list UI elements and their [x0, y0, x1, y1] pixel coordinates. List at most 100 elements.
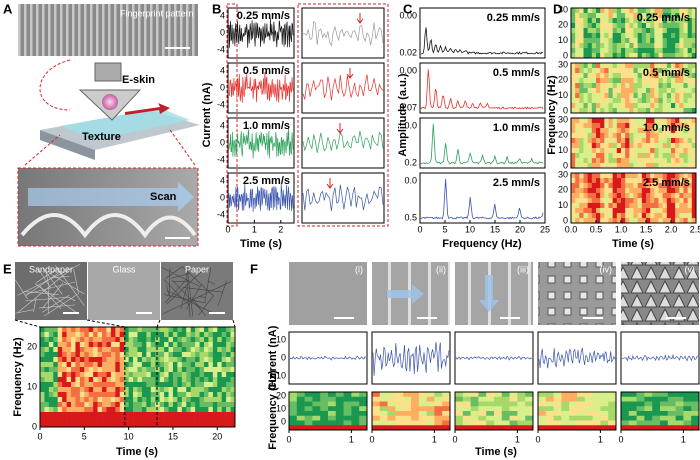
heat-cell [612, 43, 618, 49]
heat-cell [177, 337, 183, 343]
heat-cell [612, 188, 618, 194]
heat-cell [646, 68, 651, 74]
heat-cell [662, 98, 668, 104]
heat-cell [691, 153, 697, 159]
axes-frame [537, 391, 617, 431]
heat-cell [625, 38, 630, 44]
heat-cell [683, 23, 688, 29]
y-tick-label: -4 [217, 154, 225, 164]
heat-cell [226, 387, 231, 393]
heat-cell [591, 13, 597, 19]
heat-cell [621, 83, 626, 89]
heat-cell [666, 63, 672, 69]
signal [302, 20, 384, 47]
heat-cell [146, 327, 152, 333]
heat-cell [596, 73, 601, 79]
heat-cell [571, 98, 576, 104]
heat-cell [577, 420, 586, 426]
heat-cell [304, 420, 313, 426]
heat-cell [600, 18, 605, 24]
heat-cell [44, 377, 50, 383]
heat-cell [186, 367, 191, 373]
heat-cell [181, 347, 187, 353]
heat-cell [426, 425, 435, 431]
heat-cell [226, 332, 231, 338]
heat-cell [621, 148, 626, 154]
heat-cell [625, 53, 630, 59]
heat-cell [679, 78, 684, 84]
heat-cell [133, 352, 138, 358]
heat-cell [600, 415, 609, 421]
heat-cell [159, 327, 165, 333]
heat-cell [62, 367, 67, 373]
heat-cell [335, 415, 344, 421]
heat-cell [575, 128, 580, 134]
heat-cell [600, 68, 605, 74]
heat-cell [616, 153, 622, 159]
heat-cell [66, 347, 72, 353]
heat-cell [641, 43, 647, 49]
heat-cell [155, 392, 160, 398]
heat-cell [48, 327, 54, 333]
heat-cell [625, 208, 630, 214]
heat-cell [587, 73, 593, 79]
heat-cell [53, 372, 59, 378]
heat-cell [455, 415, 464, 421]
heat-cell [608, 411, 617, 417]
heat-cell [658, 133, 663, 139]
heat-cell [621, 173, 626, 179]
heat-cell [343, 411, 352, 417]
heat-cell [683, 118, 688, 124]
heat-cell [587, 218, 593, 224]
image-label: (ii) [436, 264, 446, 274]
heat-cell [119, 407, 125, 413]
heat-cell [561, 401, 570, 407]
heat-cell [66, 342, 72, 348]
heat-cell [226, 377, 231, 383]
heat-cell [312, 420, 321, 426]
heat-cell [115, 347, 121, 353]
heat-cell [591, 138, 597, 144]
heat-cell [155, 352, 160, 358]
heat-cell [591, 98, 597, 104]
heat-cell [636, 401, 645, 407]
heat-cell [621, 153, 626, 159]
heat-cell [666, 133, 672, 139]
heat-cell [591, 8, 597, 14]
heat-cell [612, 78, 618, 84]
y-tick-label: 0.0 [404, 175, 417, 185]
heat-cell [119, 412, 125, 418]
heat-cell [168, 407, 174, 413]
heat-cell [462, 425, 471, 431]
heat-cell [538, 406, 547, 412]
heat-cell [691, 28, 697, 34]
heat-cell [637, 138, 643, 144]
texture-detail [161, 267, 200, 287]
speed-label: 1.0 mm/s [643, 122, 690, 134]
heat-cell [212, 397, 218, 403]
heat-cell [110, 417, 116, 423]
heat-cell [62, 372, 67, 378]
heat-cell [591, 33, 597, 39]
heat-cell [312, 392, 321, 398]
heat-cell [66, 357, 72, 363]
heat-cell [675, 143, 680, 149]
heat-cell [650, 148, 655, 154]
heat-cell [62, 397, 67, 403]
heat-cell [79, 402, 85, 408]
heat-cell [587, 153, 593, 159]
heat-cell [328, 392, 337, 398]
heat-cell [84, 357, 90, 363]
heat-cell [71, 367, 76, 373]
heat-cell [646, 43, 651, 49]
heat-cell [608, 83, 613, 89]
heat-cell [621, 43, 626, 49]
heat-cell [675, 33, 680, 39]
axis-label: Frequency (Hz) [442, 238, 522, 250]
heat-cell [40, 422, 45, 428]
heat-cell [177, 347, 183, 353]
heat-cell [587, 38, 593, 44]
heat-cell [226, 392, 231, 398]
heat-cell [186, 422, 191, 428]
heat-cell [579, 68, 584, 74]
